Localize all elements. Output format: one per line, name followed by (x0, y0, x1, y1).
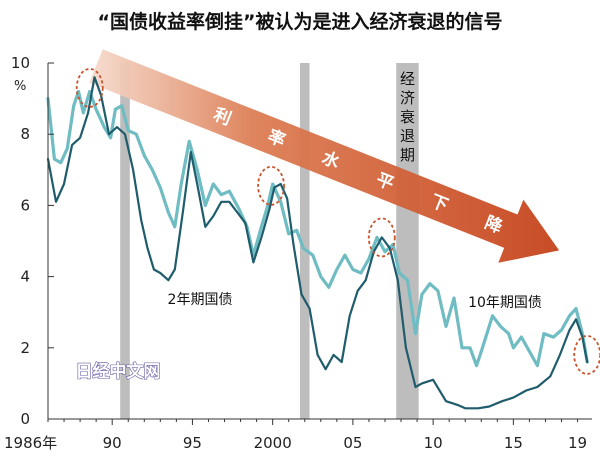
recession-label-char: 经 (400, 70, 415, 88)
recession-band-1 (299, 63, 310, 419)
recession-label-char: 期 (400, 146, 415, 164)
y-tick-label: 10 (11, 54, 30, 72)
series-line-10y (46, 89, 589, 368)
y-tick-label: 8 (20, 125, 30, 143)
series-lines (46, 76, 589, 410)
y-tick-label: 2 (20, 339, 30, 357)
y-tick-label: 0 (20, 410, 30, 428)
recession-label-char: 衰 (400, 108, 415, 126)
recession-band-0 (120, 63, 130, 419)
arrow-label-char: 利 (211, 104, 235, 130)
x-tick-label: 1986年 (4, 434, 57, 452)
x-tick-label: 15 (504, 434, 523, 452)
x-tick-label: 90 (103, 434, 122, 452)
series-label-2y: 2年期国债 (168, 292, 233, 308)
x-tick-label: 10 (424, 434, 443, 452)
arrow-label-char: 平 (373, 170, 396, 195)
x-tick-label: 19 (568, 434, 587, 452)
chart-title: “国债收益率倒挂”被认为是进入经济衰退的信号 (98, 10, 503, 33)
y-tick-label: 6 (20, 196, 30, 214)
inversion-circle-2 (367, 217, 396, 258)
y-axis-unit: % (14, 79, 26, 94)
recession-band-2 (396, 63, 419, 419)
x-tick-label: 95 (183, 434, 202, 452)
series-label-10y: 10年期国债 (468, 295, 542, 311)
inversion-circle-1 (257, 165, 285, 206)
recession-label-char: 济 (400, 89, 415, 107)
recession-bands: 经济衰退期 (120, 63, 419, 419)
inversion-circle-0 (75, 68, 104, 108)
x-tick-label: 2000 (254, 434, 292, 452)
arrow-shape (89, 49, 560, 263)
x-tick-label: 05 (343, 434, 362, 452)
y-tick-label: 4 (20, 268, 30, 286)
recession-label-char: 退 (400, 127, 415, 145)
axes: 0 2 4 6 8 10% 1986年 90 95 2000 05 10 15 19 (4, 54, 592, 452)
series-line-2y (46, 76, 589, 410)
arrow-label-char: 率 (265, 126, 289, 152)
watermark-logo: 日经中文网 (76, 361, 161, 382)
arrow-label-char: 下 (428, 191, 451, 216)
inversion-circle-3 (573, 335, 600, 375)
recession-label: 经济衰退期 (400, 70, 415, 164)
